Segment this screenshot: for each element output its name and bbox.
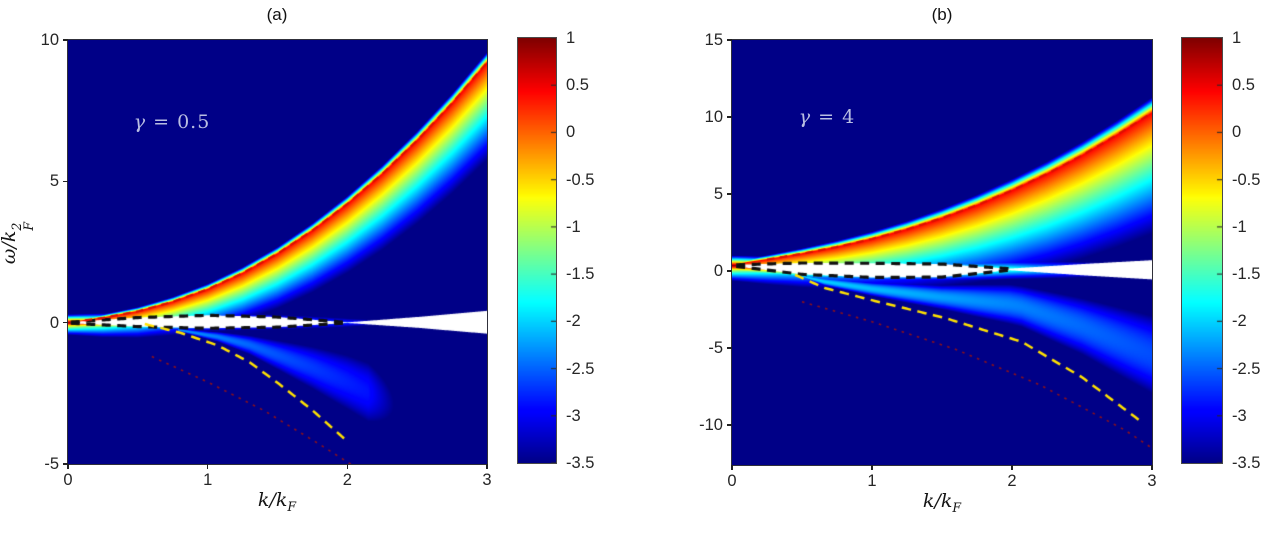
y-tick-label: 10 [40, 31, 59, 49]
colorbar-tick-label: -2 [1232, 312, 1247, 331]
x-tick-mark [486, 464, 488, 469]
colorbar-tick-label: -3.5 [1232, 454, 1261, 472]
y-tick-mark [727, 39, 732, 41]
colorbar-tick-label: 0 [566, 123, 576, 142]
xlabel-sub-F: F [952, 499, 962, 515]
y-tick-label: 0 [713, 261, 723, 280]
x-tick-label: 3 [1147, 472, 1157, 490]
colorbar-tick-label: -2.5 [566, 359, 595, 378]
colorbar-tick-label: -3.5 [566, 454, 595, 472]
colorbar-tick-label: 0 [1232, 123, 1242, 142]
panel-b-annotation: γ = 4 [799, 106, 855, 128]
panel-a-title: (a) [266, 5, 288, 24]
colorbar-tick-label: 0.5 [566, 76, 589, 95]
panel-a-ylabel: ω/k 2 F [0, 222, 36, 264]
x-tick-label: 2 [342, 471, 352, 489]
y-tick-mark [727, 116, 732, 118]
gamma-symbol: γ [798, 106, 812, 128]
colorbar-tick-label: -1 [1232, 217, 1247, 236]
colorbar-b [1181, 37, 1223, 464]
gamma-value: = 4 [811, 106, 856, 128]
y-tick-label: -10 [699, 415, 723, 434]
colorbar-tick-label: -2 [566, 312, 581, 331]
y-tick-mark [727, 270, 732, 272]
xlabel-k2: k [275, 489, 288, 511]
y-tick-label: -5 [44, 455, 59, 473]
y-tick-mark [727, 193, 732, 195]
x-tick-label: 0 [727, 472, 737, 490]
xlabel-slash: / [934, 490, 941, 512]
colorbar-a [517, 37, 557, 464]
colorbar-tick-label: -1.5 [1232, 265, 1261, 284]
y-tick-mark [727, 347, 732, 349]
colorbar-tick-label: -3 [1232, 406, 1247, 425]
x-tick-mark [1011, 465, 1013, 470]
panel-b-title: (b) [931, 5, 953, 24]
colorbar-canvas [1182, 38, 1222, 463]
colorbar-tick-label: 0.5 [1232, 76, 1255, 95]
x-tick-label: 1 [203, 471, 213, 489]
y-tick-label: 0 [49, 313, 59, 332]
colorbar-tick-label: -0.5 [566, 170, 595, 189]
y-tick-mark [63, 321, 68, 324]
xlabel-k2: k [940, 490, 953, 512]
y-tick-label: 15 [704, 31, 723, 49]
colorbar-tick-label: 1 [1232, 29, 1242, 47]
x-tick-mark [206, 464, 209, 469]
xlabel-sub-F: F [287, 498, 297, 514]
colorbar-canvas [518, 38, 556, 463]
panel-b-heatmap-canvas [732, 40, 1152, 465]
colorbar-tick-label: -1 [566, 217, 581, 236]
x-tick-label: 2 [1007, 472, 1017, 490]
y-tick-label: 5 [49, 172, 59, 191]
y-tick-mark [63, 39, 68, 41]
panel-a-xlabel: k/kF [258, 489, 296, 514]
panel-a-heatmap-canvas [68, 40, 487, 464]
y-tick-mark [63, 180, 68, 183]
colorbar-tick-label: -2.5 [1232, 359, 1261, 378]
y-tick-mark [63, 463, 68, 465]
y-tick-label: 10 [704, 107, 723, 126]
y-tick-label: 5 [713, 184, 723, 203]
panel-a-heatmap: γ = 0.5 [67, 39, 488, 465]
panel-a-annotation: γ = 0.5 [134, 111, 211, 133]
x-tick-label: 0 [63, 471, 73, 489]
y-tick-label: -5 [708, 338, 723, 357]
xlabel-slash: / [269, 489, 276, 511]
colorbar-tick-label: -3 [566, 406, 581, 425]
xlabel-k: k [257, 489, 270, 511]
xlabel-k: k [922, 490, 935, 512]
colorbar-tick-label: -0.5 [1232, 170, 1261, 189]
ylabel-k: k [0, 230, 21, 243]
colorbar-tick-label: 1 [566, 29, 576, 47]
x-tick-mark [871, 465, 873, 470]
gamma-value: = 0.5 [146, 111, 211, 133]
x-tick-mark [67, 464, 69, 469]
x-tick-mark [1151, 465, 1153, 470]
ylabel-slash: / [0, 242, 21, 249]
x-tick-mark [731, 465, 733, 470]
x-tick-mark [346, 464, 349, 469]
panel-b-xlabel: k/kF [923, 490, 961, 515]
y-tick-mark [727, 424, 732, 426]
gamma-symbol: γ [133, 111, 147, 133]
x-tick-label: 1 [867, 472, 877, 490]
x-tick-label: 3 [482, 471, 492, 489]
colorbar-tick-label: -1.5 [566, 265, 595, 284]
panel-b-heatmap: γ = 4 [731, 39, 1153, 466]
ylabel-sub-F: F [21, 221, 37, 231]
